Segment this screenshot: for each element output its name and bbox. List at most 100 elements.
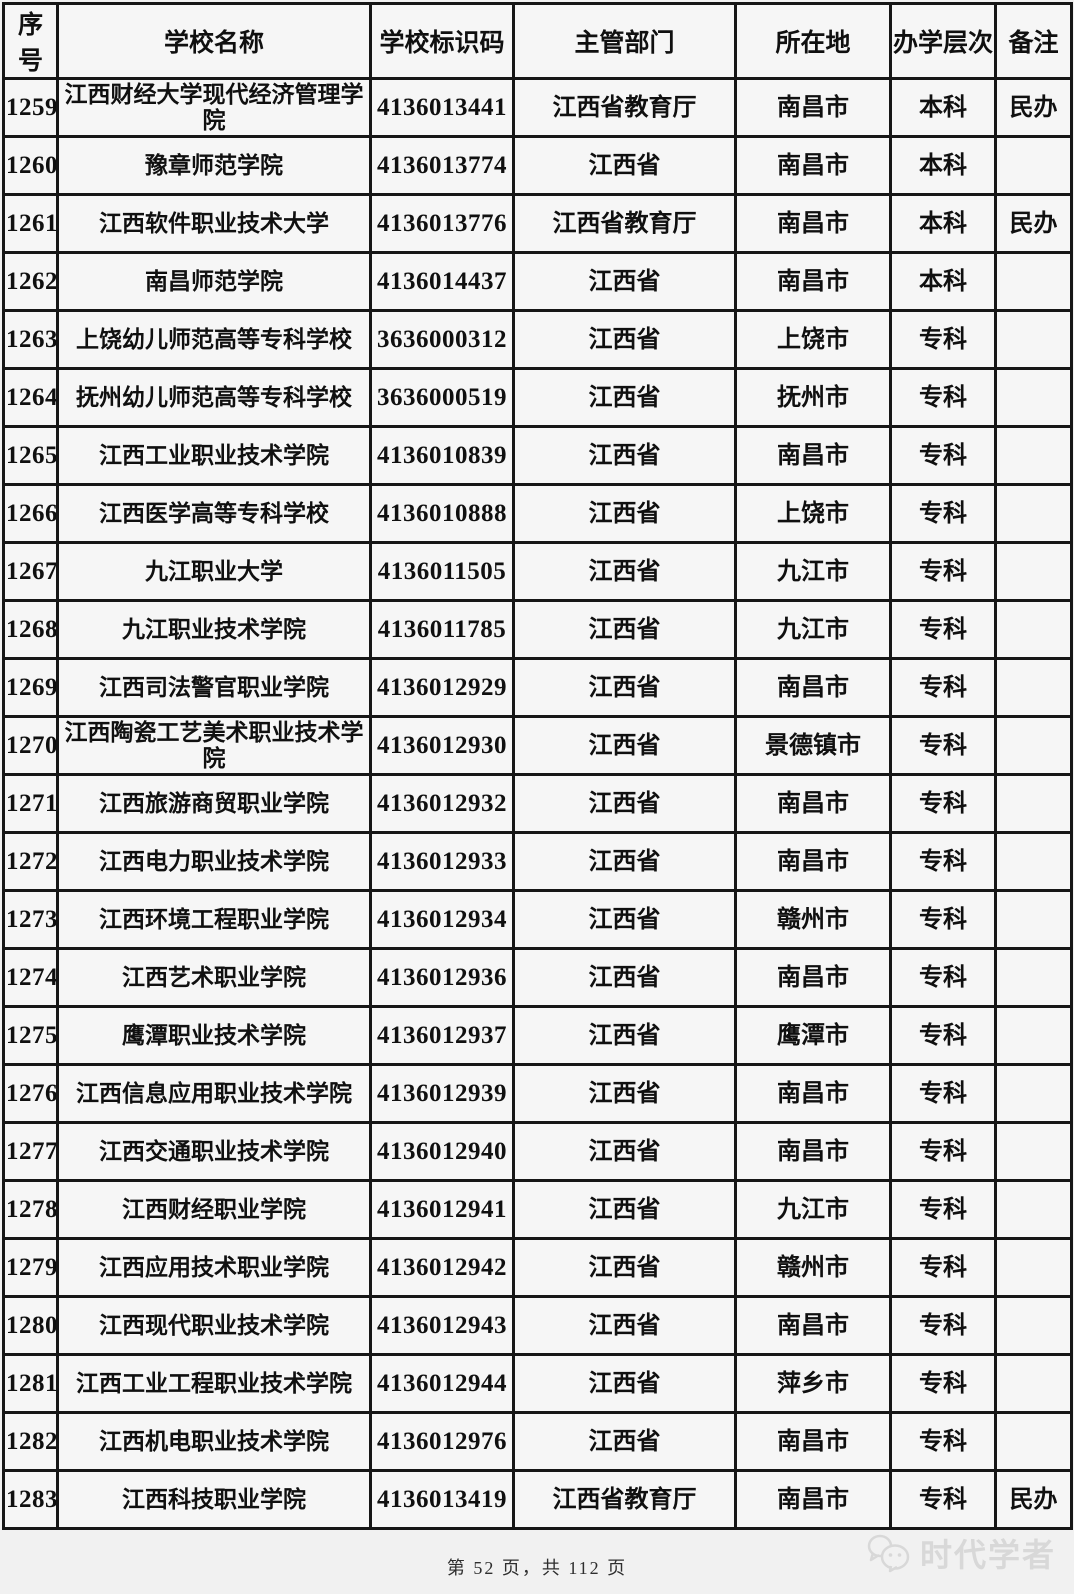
cell-level: 专科 [889, 657, 997, 718]
cell-authority: 江西省 [512, 1063, 737, 1124]
cell-level: 专科 [889, 1063, 997, 1124]
table-row: 1280 江西现代职业技术学院 4136012943 江西省 南昌市 专科 [2, 1295, 1073, 1356]
cell-remark [994, 309, 1073, 370]
table-row: 1271 江西旅游商贸职业学院 4136012932 江西省 南昌市 专科 [2, 773, 1073, 834]
cell-location: 鹰潭市 [734, 1005, 892, 1066]
cell-level: 专科 [889, 1005, 997, 1066]
cell-location: 九江市 [734, 541, 892, 602]
cell-school-code: 4136012943 [369, 1295, 515, 1356]
cell-authority: 江西省 [512, 541, 737, 602]
cell-index: 1261 [2, 193, 59, 254]
cell-index: 1270 [2, 715, 59, 776]
cell-school-code: 4136014437 [369, 251, 515, 312]
watermark-text: 时代学者 [919, 1537, 1056, 1573]
cell-index: 1272 [2, 831, 59, 892]
cell-index: 1281 [2, 1353, 59, 1414]
cell-school-name: 江西财经大学现代经济管理学院 [56, 77, 372, 138]
school-table: 序号 学校名称 学校标识码 主管部门 所在地 办学层次 备注 1259 江西财经大学现代经济管… [2, 2, 1073, 1530]
cell-school-code: 4136012941 [369, 1179, 515, 1240]
cell-authority: 江西省 [512, 599, 737, 660]
cell-index: 1264 [2, 367, 59, 428]
cell-authority: 江西省 [512, 425, 737, 486]
cell-index: 1279 [2, 1237, 59, 1298]
cell-location: 赣州市 [734, 1237, 892, 1298]
cell-school-code: 4136011785 [369, 599, 515, 660]
table-row: 1283 江西科技职业学院 4136013419 江西省教育厅 南昌市 专科 民办 [2, 1469, 1073, 1530]
table-row: 1261 江西软件职业技术大学 4136013776 江西省教育厅 南昌市 本科 民办 [2, 193, 1073, 254]
table-row: 1259 江西财经大学现代经济管理学院 4136013441 江西省教育厅 南昌市 本科民… [2, 77, 1073, 138]
cell-level: 专科 [889, 1353, 997, 1414]
cell-location: 上饶市 [734, 483, 892, 544]
table-row: 1265 江西工业职业技术学院 4136010839 江西省 南昌市 专科 [2, 425, 1073, 486]
cell-index: 1278 [2, 1179, 59, 1240]
cell-location: 南昌市 [734, 1469, 892, 1530]
header-row: 序号 学校名称 学校标识码 主管部门 所在地 办学层次 备注 [2, 2, 1073, 80]
cell-level: 专科 [889, 367, 997, 428]
cell-school-code: 4136012939 [369, 1063, 515, 1124]
cell-index: 1268 [2, 599, 59, 660]
table-row: 1276 江西信息应用职业技术学院 4136012939 江西省 南昌市 专科 [2, 1063, 1073, 1124]
cell-index: 1262 [2, 251, 59, 312]
cell-remark [994, 135, 1073, 196]
cell-authority: 江西省 [512, 1353, 737, 1414]
cell-school-name: 江西艺术职业学院 [56, 947, 372, 1008]
cell-school-name: 江西财经职业学院 [56, 1179, 372, 1240]
cell-index: 1274 [2, 947, 59, 1008]
cell-index: 1273 [2, 889, 59, 950]
page-number: 第 52 页，共 112 页 [446, 1558, 628, 1578]
cell-authority: 江西省 [512, 135, 737, 196]
cell-remark [994, 889, 1073, 950]
cell-location: 上饶市 [734, 309, 892, 370]
table-row: 1262 南昌师范学院 4136014437 江西省 南昌市 本科 [2, 251, 1073, 312]
cell-index: 1283 [2, 1469, 59, 1530]
cell-remark [994, 367, 1073, 428]
cell-location: 九江市 [734, 1179, 892, 1240]
cell-school-code: 4136012936 [369, 947, 515, 1008]
cell-school-name: 江西医学高等专科学校 [56, 483, 372, 544]
header-cell-remark: 备注 [994, 2, 1073, 80]
table-body: 1259 江西财经大学现代经济管理学院 4136013441 江西省教育厅 南昌市 本科民… [2, 77, 1073, 1530]
table-row: 1268 九江职业技术学院 4136011785 江西省 九江市 专科 [2, 599, 1073, 660]
cell-school-name: 九江职业技术学院 [56, 599, 372, 660]
cell-authority: 江西省 [512, 947, 737, 1008]
table-row: 1272 江西电力职业技术学院 4136012933 江西省 南昌市 专科 [2, 831, 1073, 892]
cell-location: 南昌市 [734, 1411, 892, 1472]
cell-authority: 江西省 [512, 715, 737, 776]
cell-authority: 江西省 [512, 309, 737, 370]
cell-level: 本科 [889, 77, 997, 138]
cell-level: 专科 [889, 889, 997, 950]
table-row: 1263 上饶幼儿师范高等专科学校 3636000312 江西省 上饶市 专科 [2, 309, 1073, 370]
brand-watermark: 时代学者 [866, 1530, 1056, 1576]
cell-location: 南昌市 [734, 1295, 892, 1356]
cell-remark [994, 1179, 1073, 1240]
cell-school-name: 江西交通职业技术学院 [56, 1121, 372, 1182]
cell-school-code: 4136012934 [369, 889, 515, 950]
cell-index: 1265 [2, 425, 59, 486]
cell-school-code: 4136010888 [369, 483, 515, 544]
cell-remark [994, 947, 1073, 1008]
table-row: 1267 九江职业大学 4136011505 江西省 九江市 专科 [2, 541, 1073, 602]
brand-logo-icon [866, 1533, 912, 1573]
cell-school-code: 4136012944 [369, 1353, 515, 1414]
cell-remark [994, 715, 1073, 776]
table-row: 1270 江西陶瓷工艺美术职业技术学院 4136012930 江西省 景德镇市 专科 [2, 715, 1073, 776]
table-row: 1281 江西工业工程职业技术学院 4136012944 江西省 萍乡市 专科 [2, 1353, 1073, 1414]
cell-index: 1275 [2, 1005, 59, 1066]
cell-location: 南昌市 [734, 77, 892, 138]
header-cell-authority: 主管部门 [512, 2, 737, 80]
cell-school-code: 4136011505 [369, 541, 515, 602]
cell-remark [994, 1121, 1073, 1182]
cell-location: 赣州市 [734, 889, 892, 950]
table-row: 1275 鹰潭职业技术学院 4136012937 江西省 鹰潭市 专科 [2, 1005, 1073, 1066]
cell-location: 南昌市 [734, 831, 892, 892]
table-row: 1269 江西司法警官职业学院 4136012929 江西省 南昌市 专科 [2, 657, 1073, 718]
cell-authority: 江西省教育厅 [512, 1469, 737, 1530]
cell-school-code: 4136012942 [369, 1237, 515, 1298]
cell-school-code: 4136013441 [369, 77, 515, 138]
cell-remark [994, 1063, 1073, 1124]
cell-remark [994, 1237, 1073, 1298]
cell-location: 南昌市 [734, 657, 892, 718]
cell-location: 南昌市 [734, 425, 892, 486]
table-row: 1273 江西环境工程职业学院 4136012934 江西省 赣州市 专科 [2, 889, 1073, 950]
cell-level: 专科 [889, 599, 997, 660]
